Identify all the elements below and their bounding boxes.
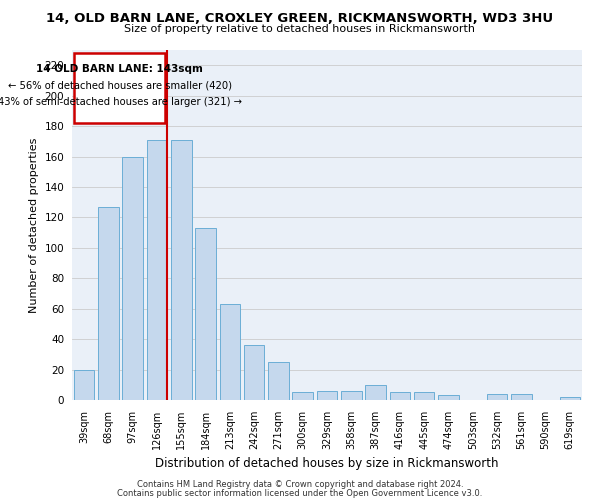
Bar (74, 370, 94, 400)
Bar (389, 392, 410, 400)
Text: 14 OLD BARN LANE: 143sqm: 14 OLD BARN LANE: 143sqm (37, 64, 203, 74)
Text: Size of property relative to detached houses in Rickmansworth: Size of property relative to detached ho… (125, 24, 476, 34)
Bar (292, 392, 313, 400)
FancyBboxPatch shape (74, 53, 166, 123)
Text: Contains public sector information licensed under the Open Government Licence v3: Contains public sector information licen… (118, 488, 482, 498)
Bar (487, 394, 508, 400)
Bar (146, 140, 167, 400)
Text: 43% of semi-detached houses are larger (321) →: 43% of semi-detached houses are larger (… (0, 97, 242, 107)
Text: 14, OLD BARN LANE, CROXLEY GREEN, RICKMANSWORTH, WD3 3HU: 14, OLD BARN LANE, CROXLEY GREEN, RICKMA… (46, 12, 554, 26)
Bar (560, 397, 580, 400)
Bar (244, 345, 265, 400)
Bar (438, 396, 459, 400)
Bar (122, 156, 143, 400)
Bar (365, 385, 386, 400)
Text: Contains HM Land Registry data © Crown copyright and database right 2024.: Contains HM Land Registry data © Crown c… (137, 480, 463, 489)
Bar (220, 304, 240, 400)
Bar (317, 391, 337, 400)
Y-axis label: Number of detached properties: Number of detached properties (29, 138, 39, 312)
Bar (171, 140, 191, 400)
Bar (268, 362, 289, 400)
Bar (414, 392, 434, 400)
Bar (341, 391, 362, 400)
X-axis label: Distribution of detached houses by size in Rickmansworth: Distribution of detached houses by size … (155, 458, 499, 470)
Text: ← 56% of detached houses are smaller (420): ← 56% of detached houses are smaller (42… (8, 80, 232, 90)
Bar (98, 206, 119, 400)
Bar (195, 228, 216, 400)
Bar (511, 394, 532, 400)
